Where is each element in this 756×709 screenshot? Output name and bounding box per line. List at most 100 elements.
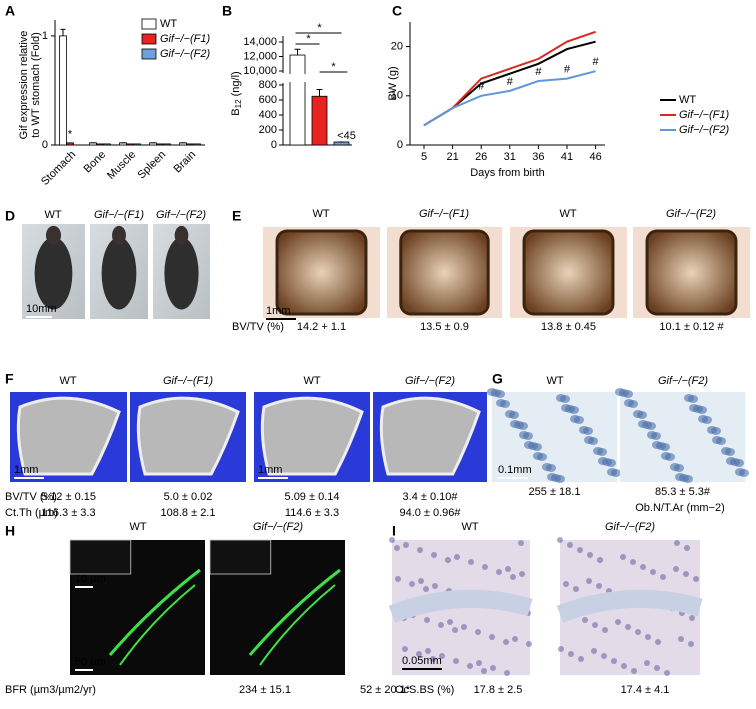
image-part <box>674 540 680 546</box>
image-part <box>500 400 510 408</box>
scale-label: 0.1mm <box>498 464 532 476</box>
bracket-label: * <box>306 33 311 45</box>
image-mouse <box>90 224 148 319</box>
image-part <box>688 641 694 647</box>
image-part <box>509 411 519 419</box>
image-part <box>510 574 516 580</box>
image-part <box>453 658 459 664</box>
scale-label: 50 µm <box>75 656 106 668</box>
image-part <box>578 656 584 662</box>
x-tick-label: Spleen <box>135 149 168 182</box>
y-tick-label: 0 <box>271 139 277 151</box>
image-part <box>592 622 598 628</box>
bar <box>193 143 201 146</box>
image-histo <box>615 388 749 483</box>
image-label: Gif−/−(F1) <box>419 208 469 220</box>
x-tick-label: Stomach <box>39 149 78 188</box>
annotation: # <box>564 63 571 75</box>
image-bone <box>510 227 627 318</box>
image-part <box>555 475 565 483</box>
row-value: 52 ± 20.1* <box>360 684 411 696</box>
row-value: 108.8 ± 2.1 <box>161 507 216 519</box>
row-value: 5.12 ± 0.15 <box>41 491 96 503</box>
image-part <box>519 571 525 577</box>
panel-letter: I <box>392 523 396 539</box>
y-axis-label-part: 12 <box>234 99 243 108</box>
image-part <box>734 459 744 467</box>
image-part <box>248 568 341 656</box>
y-tick-label: 200 <box>259 124 277 136</box>
image-part <box>425 648 431 654</box>
panel-letter: D <box>5 208 15 224</box>
x-tick-label: 26 <box>475 151 487 163</box>
image-part <box>637 411 647 419</box>
x-tick-label: 41 <box>561 151 573 163</box>
image-part <box>416 651 422 657</box>
image-part <box>697 406 707 414</box>
image-part <box>573 586 579 592</box>
image-part <box>586 578 592 584</box>
bar <box>156 143 164 146</box>
image-part <box>660 574 666 580</box>
image-part <box>665 453 675 461</box>
bar <box>186 143 194 146</box>
image-part <box>567 542 573 548</box>
row-label: BFR (µm3/µm2/yr) <box>5 684 96 696</box>
y-tick-label: 0 <box>42 139 48 151</box>
panel-letter: E <box>232 208 241 224</box>
image-part <box>454 554 460 560</box>
row-label: Ob.N/T.Ar (mm−2) <box>635 502 725 514</box>
image-part <box>615 619 621 625</box>
image-part <box>645 634 651 640</box>
image-part <box>496 569 502 575</box>
y-tick-label: 10,000 <box>243 65 277 77</box>
image-part <box>468 559 474 565</box>
image-part <box>69 539 132 575</box>
y-tick-label: 20 <box>391 41 403 53</box>
image-part <box>537 453 547 461</box>
image-part <box>591 648 597 654</box>
row-value: 5.09 ± 0.14 <box>285 491 340 503</box>
legend-label: Gif−/−(F2) <box>160 48 210 60</box>
image-part <box>625 624 631 630</box>
x-tick-label: Brain <box>172 149 199 176</box>
image-label: WT <box>44 209 61 221</box>
image-part <box>683 475 693 483</box>
image-part <box>588 437 598 445</box>
bar <box>103 143 111 146</box>
image-part <box>688 395 698 403</box>
image-part <box>16 396 121 476</box>
image-part <box>447 619 453 625</box>
image-part <box>402 646 408 652</box>
legend-label: Gif−/−(F1) <box>679 109 729 121</box>
image-part <box>476 660 482 666</box>
row-value: 94.0 ± 0.96# <box>399 507 461 519</box>
row-value: 5.0 ± 0.02 <box>164 491 213 503</box>
image-purple <box>556 537 703 676</box>
image-part <box>438 622 444 628</box>
image-ct <box>373 392 487 482</box>
image-part <box>556 589 703 623</box>
image-part <box>725 448 735 456</box>
scale-label: 1mm <box>14 464 38 476</box>
x-tick-label: 36 <box>532 151 544 163</box>
image-part <box>260 396 364 476</box>
image-part <box>620 554 626 560</box>
bar <box>59 35 67 146</box>
y-axis-label: B12 (ng/l) <box>230 71 243 115</box>
row-value: 17.8 ± 2.5 <box>474 684 523 696</box>
image-bone <box>387 227 502 318</box>
image-part <box>430 656 436 662</box>
image-part <box>432 583 438 589</box>
image-part <box>606 459 616 467</box>
image-part <box>678 636 684 642</box>
y-axis-label-part: (ng/l) <box>230 71 242 99</box>
y-tick-label: 0 <box>397 139 403 151</box>
image-part <box>112 225 126 245</box>
bar <box>133 143 141 146</box>
image-label: Gif−/−(F1) <box>94 209 144 221</box>
image-part <box>558 646 564 652</box>
image-part <box>526 641 532 647</box>
image-part <box>489 634 495 640</box>
image-part <box>445 557 451 563</box>
